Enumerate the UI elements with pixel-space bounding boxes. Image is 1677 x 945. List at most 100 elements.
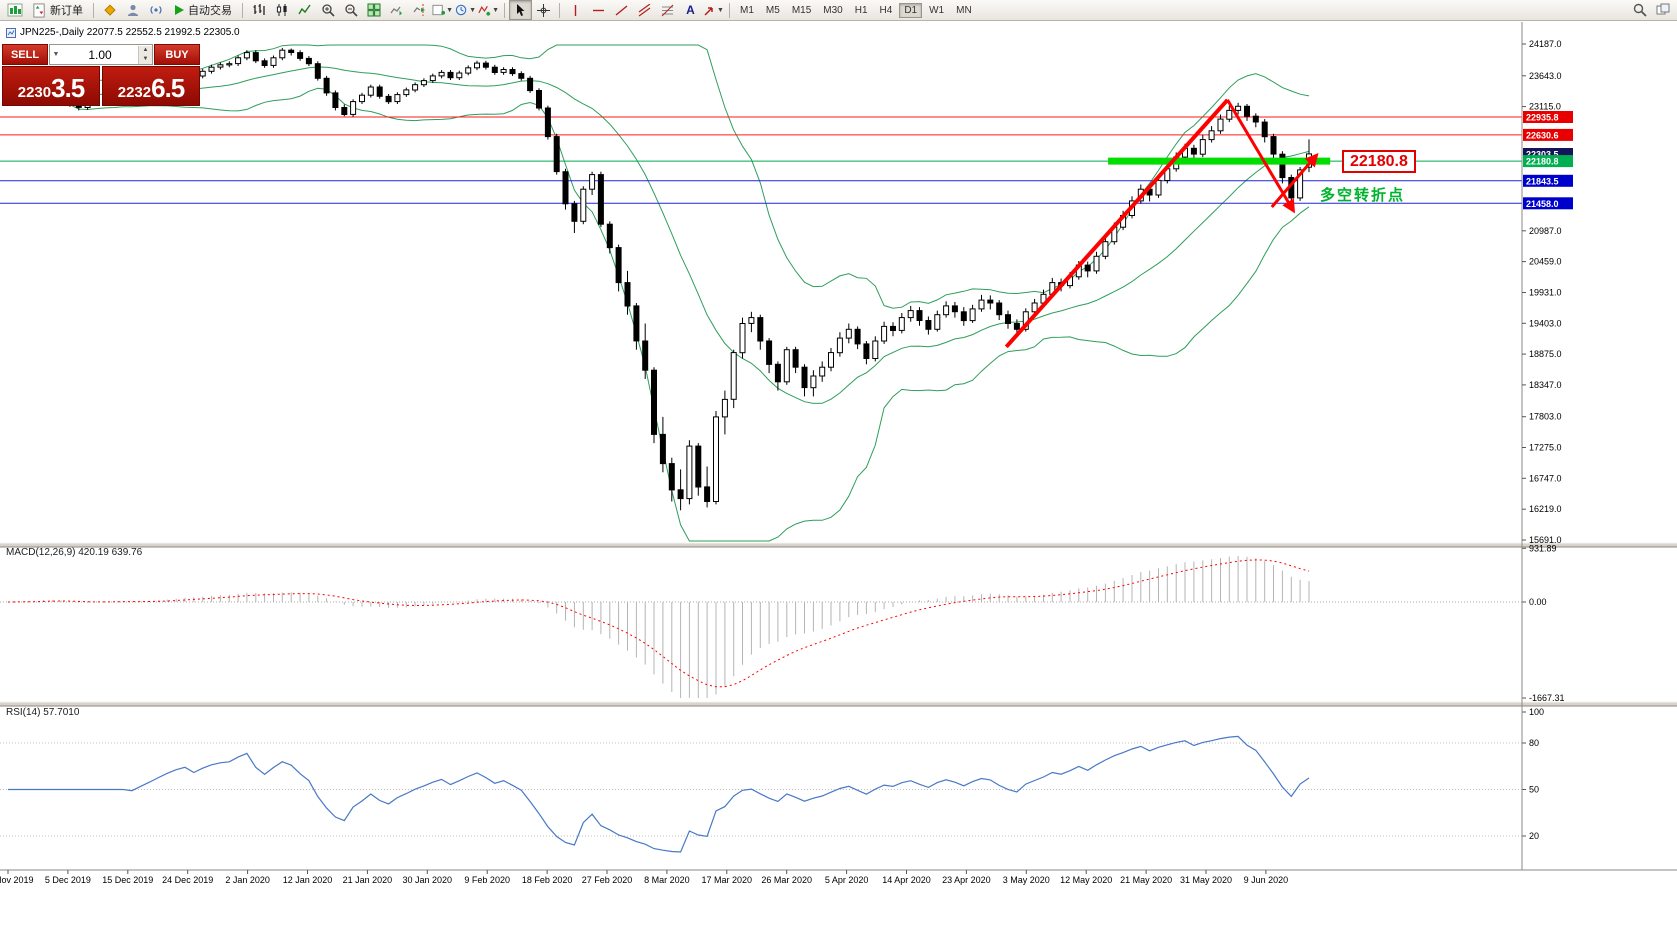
time-axis[interactable]: 25 Nov 2019 5 Dec 2019 15 Dec 2019 24 Dec 2…	[0, 869, 1677, 885]
auto-scroll-icon	[390, 6, 402, 16]
auto-scroll-button[interactable]	[385, 0, 408, 20]
signals-icon[interactable]	[144, 0, 167, 20]
new-order-label: 新订单	[50, 5, 83, 17]
timeframe-button-d1[interactable]: D1	[899, 2, 923, 18]
toolbar-separator	[504, 2, 505, 18]
indicators-button[interactable]: ▼	[477, 0, 500, 20]
volume-value: 1.00	[88, 47, 112, 62]
channel-icon	[638, 3, 651, 16]
sell-button[interactable]: SELL	[2, 44, 48, 65]
arrows-tool-button[interactable]: ▼	[702, 0, 725, 20]
pane-separator[interactable]	[0, 542, 1677, 548]
rsi-indicator-pane: 100 80 50 20	[0, 707, 1544, 853]
macd-indicator-pane: 931.89 0.00 -1667.31	[0, 543, 1565, 703]
zoom-in-icon	[321, 4, 335, 17]
new-order-button[interactable]: 新订单	[26, 1, 89, 19]
line-chart-mode-button[interactable]	[293, 0, 316, 20]
horizontal-line-tool-button[interactable]	[587, 0, 610, 20]
svg-text:25 Nov 2019: 25 Nov 2019	[0, 875, 34, 885]
svg-text:15691.0: 15691.0	[1529, 535, 1562, 545]
timeframe-button-h1[interactable]: H1	[850, 3, 873, 18]
window-list-button[interactable]	[1651, 0, 1674, 20]
svg-text:24 Dec 2019: 24 Dec 2019	[162, 875, 213, 885]
svg-text:21 Jan 2020: 21 Jan 2020	[343, 875, 393, 885]
buy-price-button[interactable]: 2232 6.5	[102, 66, 200, 106]
timeframe-button-h4[interactable]: H4	[875, 3, 898, 18]
pane-separator[interactable]	[0, 701, 1677, 707]
svg-text:16219.0: 16219.0	[1529, 504, 1562, 514]
macd-indicator-label: MACD(12,26,9) 420.19 639.76	[6, 547, 143, 558]
chart-app-icon[interactable]	[3, 0, 26, 20]
rsi-indicator-label: RSI(14) 57.7010	[6, 707, 80, 718]
support-price-callout[interactable]: 22180.8	[1342, 150, 1416, 173]
price-big-digits: 3.5	[51, 73, 85, 103]
profile-icon[interactable]	[121, 0, 144, 20]
chevron-down-icon: ▼	[492, 6, 499, 14]
volume-field[interactable]: ▼ 1.00 ▲ ▼	[49, 44, 153, 65]
chart-canvas[interactable]: 931.89 0.00 -1667.31 100 80 50 20 24187.0 23643.…	[0, 22, 1677, 945]
timeframe-button-w1[interactable]: W1	[924, 3, 949, 18]
svg-text:22303.5: 22303.5	[1526, 150, 1559, 160]
clock-icon	[455, 4, 467, 16]
volume-spinner[interactable]: ▲ ▼	[138, 45, 152, 64]
search-icon	[1633, 3, 1647, 17]
timeframe-button-m1[interactable]: M1	[735, 3, 759, 18]
svg-text:12 Jan 2020: 12 Jan 2020	[283, 875, 333, 885]
price-axis[interactable]: 24187.0 23643.0 23115.0 20987.0 20459.0 19931…	[1521, 22, 1573, 870]
new-chart-button[interactable]: ▼	[431, 0, 454, 20]
svg-text:15 Dec 2019: 15 Dec 2019	[102, 875, 153, 885]
ohlc-info-text: JPN225-,Daily 22077.5 22552.5 21992.5 22…	[20, 27, 240, 38]
sell-price-button[interactable]: 2230 3.5	[2, 66, 100, 106]
trendline-tool-button[interactable]	[610, 0, 633, 20]
spin-up-icon[interactable]: ▲	[139, 45, 152, 55]
spin-down-icon[interactable]: ▼	[139, 54, 152, 64]
gold-diamond-icon	[103, 4, 116, 16]
bollinger-bands	[25, 44, 1310, 542]
crosshair-icon	[537, 3, 550, 17]
periods-button[interactable]: ▼	[454, 0, 477, 20]
svg-text:0.00: 0.00	[1529, 597, 1547, 607]
market-icon[interactable]	[98, 0, 121, 20]
volume-dropdown-icon[interactable]: ▼	[52, 51, 60, 58]
chart-ohlc-info: JPN225-,Daily 22077.5 22552.5 21992.5 22…	[6, 27, 240, 38]
candlestick-mode-button[interactable]	[270, 0, 293, 20]
channel-tool-button[interactable]	[633, 0, 656, 20]
zoom-out-button[interactable]	[339, 0, 362, 20]
timeframe-button-mn[interactable]: MN	[951, 3, 977, 18]
search-button[interactable]	[1628, 0, 1651, 20]
zoom-in-button[interactable]	[316, 0, 339, 20]
buy-button[interactable]: BUY	[154, 44, 200, 65]
play-icon	[175, 5, 184, 15]
bar-chart-mode-button[interactable]	[247, 0, 270, 20]
vertical-line-tool-button[interactable]	[564, 0, 587, 20]
text-tool-button[interactable]: A	[679, 0, 702, 20]
svg-text:19403.0: 19403.0	[1529, 318, 1562, 328]
turning-point-annotation: 多空转折点	[1320, 187, 1406, 204]
fibonacci-tool-button[interactable]	[656, 0, 679, 20]
svg-text:17 Mar 2020: 17 Mar 2020	[702, 875, 753, 885]
tile-windows-icon	[367, 3, 380, 17]
timeframe-button-m15[interactable]: M15	[787, 3, 816, 18]
svg-text:50: 50	[1529, 785, 1539, 795]
svg-text:21458.0: 21458.0	[1526, 199, 1559, 209]
svg-text:9 Feb 2020: 9 Feb 2020	[464, 875, 510, 885]
cursor-icon	[517, 3, 525, 16]
svg-text:27 Feb 2020: 27 Feb 2020	[582, 875, 633, 885]
svg-text:26 Mar 2020: 26 Mar 2020	[761, 875, 812, 885]
windows-icon	[1656, 3, 1669, 15]
green-candles-icon	[7, 3, 22, 17]
chevron-down-icon: ▼	[717, 6, 724, 14]
timeframe-button-m5[interactable]: M5	[761, 3, 785, 18]
toolbar-right-group	[1628, 0, 1674, 20]
trend-arrow-drawings[interactable]	[1004, 98, 1319, 349]
timeframe-button-m30[interactable]: M30	[818, 3, 847, 18]
autotrading-button[interactable]: 自动交易	[167, 1, 238, 19]
crosshair-tool-button[interactable]	[532, 0, 555, 20]
tile-windows-button[interactable]	[362, 0, 385, 20]
cursor-tool-button[interactable]	[509, 0, 532, 20]
new-order-icon	[33, 2, 45, 18]
svg-text:22180.8: 22180.8	[1526, 157, 1559, 167]
svg-text:5 Dec 2019: 5 Dec 2019	[45, 875, 91, 885]
svg-text:14 Apr 2020: 14 Apr 2020	[882, 875, 931, 885]
chart-shift-button[interactable]	[408, 0, 431, 20]
